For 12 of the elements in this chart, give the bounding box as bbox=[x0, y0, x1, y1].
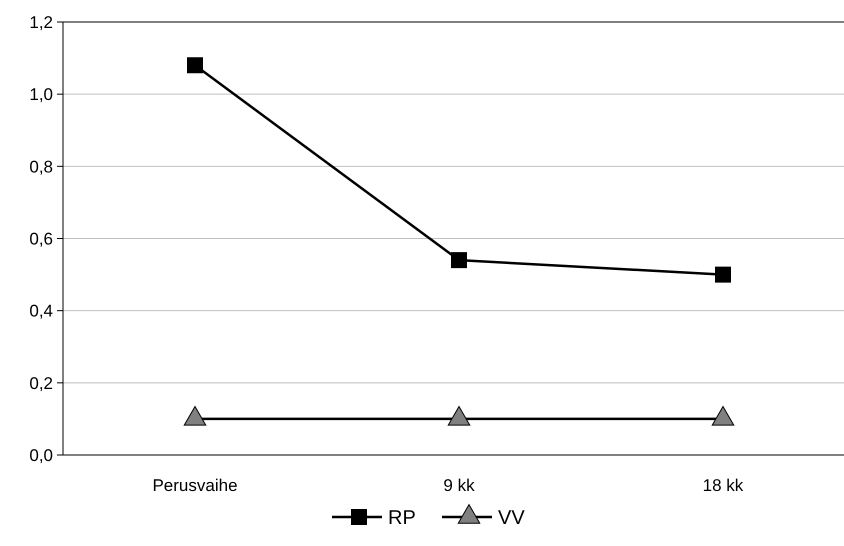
legend-label: RP bbox=[388, 507, 416, 529]
legend-label: VV bbox=[498, 507, 526, 529]
y-tick-label: 0,0 bbox=[29, 446, 53, 465]
y-tick-label: 0,4 bbox=[29, 302, 53, 321]
x-tick-label: 9 kk bbox=[443, 476, 476, 495]
x-tick-label: 18 kk bbox=[702, 476, 744, 495]
y-tick-label: 1,2 bbox=[29, 12, 53, 32]
x-tick-label: Perusvaihe bbox=[152, 476, 238, 495]
y-tick-label: 0,2 bbox=[29, 374, 53, 393]
y-tick-label: 1,0 bbox=[29, 85, 53, 104]
y-tick-label: 0,8 bbox=[29, 157, 53, 176]
y-tick-label: 0,6 bbox=[29, 229, 53, 248]
